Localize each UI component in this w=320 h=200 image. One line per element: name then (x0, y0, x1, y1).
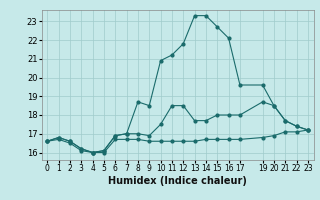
X-axis label: Humidex (Indice chaleur): Humidex (Indice chaleur) (108, 176, 247, 186)
